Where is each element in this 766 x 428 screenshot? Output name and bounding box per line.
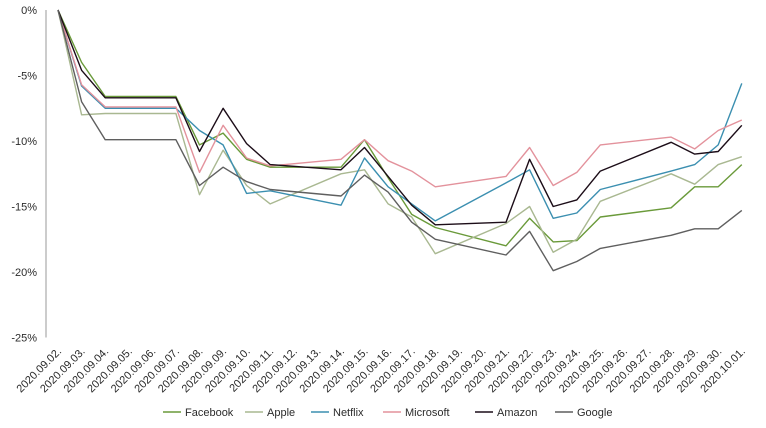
y-tick-label: -20% <box>11 267 37 279</box>
legend-label: Microsoft <box>405 407 450 419</box>
legend-item-apple: Apple <box>245 407 295 419</box>
legend-item-netflix: Netflix <box>311 407 364 419</box>
legend-item-google: Google <box>555 407 612 419</box>
series-line-microsoft <box>57 9 743 188</box>
series-line-amazon <box>57 9 743 226</box>
series-line-google <box>57 9 743 272</box>
x-axis: 2020.09.02.2020.09.03.2020.09.04.2020.09… <box>15 346 748 396</box>
y-axis: 0% -5% -10% -15% -20% -25% <box>11 5 47 345</box>
y-tick-label: 0% <box>21 5 37 17</box>
legend-label: Google <box>577 407 612 419</box>
series-lines <box>57 9 743 272</box>
y-tick-label: -15% <box>11 202 37 214</box>
legend-item-facebook: Facebook <box>163 407 234 419</box>
series-line-apple <box>57 9 743 255</box>
legend-label: Netflix <box>333 407 364 419</box>
y-tick-label: -5% <box>17 71 37 83</box>
legend-label: Facebook <box>185 407 234 419</box>
legend-label: Apple <box>267 407 295 419</box>
series-line-netflix <box>57 9 743 222</box>
y-tick-label: -10% <box>11 136 37 148</box>
y-tick-label: -25% <box>11 333 37 345</box>
legend-item-microsoft: Microsoft <box>383 407 450 419</box>
legend-item-amazon: Amazon <box>475 407 537 419</box>
legend-label: Amazon <box>497 407 537 419</box>
legend: Facebook Apple Netflix Microsoft Amazon Googl… <box>163 407 612 419</box>
